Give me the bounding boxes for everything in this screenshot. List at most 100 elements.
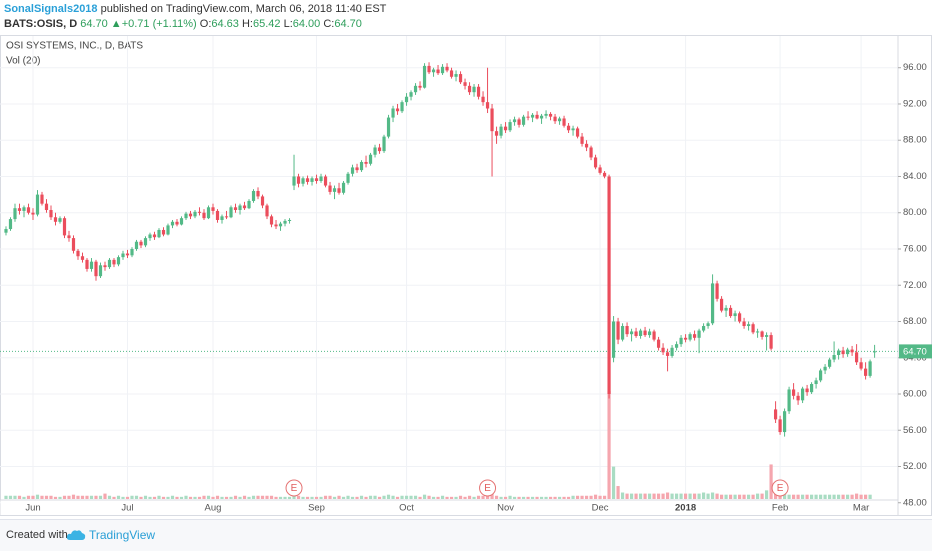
volume-bar bbox=[409, 495, 413, 499]
volume-bar bbox=[233, 495, 238, 499]
y-tick-label: 60.00 bbox=[903, 389, 927, 400]
candle-body bbox=[71, 238, 76, 251]
volume-bar bbox=[422, 494, 427, 499]
candle-body bbox=[809, 384, 814, 393]
candle-body bbox=[148, 234, 152, 239]
candle-body bbox=[571, 128, 575, 131]
candle-body bbox=[548, 113, 553, 117]
volume-bar bbox=[692, 493, 697, 499]
volume-bar bbox=[179, 496, 184, 499]
volume-bar bbox=[571, 495, 575, 499]
candle-body bbox=[49, 210, 53, 218]
candle-body bbox=[139, 241, 143, 246]
volume-bar bbox=[827, 494, 832, 499]
candle-body bbox=[166, 225, 170, 235]
price-tag-label: 64.70 bbox=[903, 346, 927, 357]
chart: OSI SYSTEMS, INC., D, BATS Vol (20) E E E J… bbox=[0, 35, 932, 516]
candle-body bbox=[508, 122, 512, 131]
volume-bar bbox=[116, 495, 121, 499]
candle-body bbox=[332, 188, 337, 192]
candle-body bbox=[476, 86, 481, 97]
candle-body bbox=[287, 219, 292, 221]
candle-body bbox=[755, 331, 760, 333]
volume-bar bbox=[454, 496, 458, 499]
volume-bar bbox=[476, 495, 481, 499]
volume-bar bbox=[611, 466, 616, 499]
candle-body bbox=[418, 85, 422, 88]
volume-bar bbox=[278, 496, 283, 499]
volume-bar bbox=[490, 493, 494, 499]
volume-bar bbox=[674, 493, 679, 499]
author[interactable]: SonalSignals2018 bbox=[4, 3, 98, 15]
volume-bar bbox=[328, 495, 332, 499]
candle-body bbox=[458, 74, 463, 83]
candle-body bbox=[395, 108, 400, 112]
volume-bar bbox=[359, 495, 364, 499]
volume-bar bbox=[17, 495, 22, 499]
volume-bar bbox=[467, 495, 472, 499]
candle-body bbox=[305, 178, 310, 182]
candle-body bbox=[202, 212, 206, 219]
candle-body bbox=[746, 324, 751, 327]
y-tick-label: 76.00 bbox=[903, 243, 927, 254]
volume-bar bbox=[256, 495, 260, 499]
candle-body bbox=[715, 283, 719, 299]
candle-body bbox=[638, 330, 643, 336]
volume-bar bbox=[607, 391, 611, 499]
candle-body bbox=[728, 307, 733, 317]
volume-bar bbox=[553, 496, 557, 499]
x-tick-label: Dec bbox=[592, 503, 609, 514]
volume-bar bbox=[413, 495, 418, 499]
volume-bar bbox=[445, 496, 449, 499]
candle-body bbox=[431, 69, 436, 73]
candle-body bbox=[625, 326, 629, 335]
y-tick-label: 56.00 bbox=[903, 425, 927, 436]
candle-body bbox=[175, 221, 179, 225]
volume-bar bbox=[710, 492, 715, 499]
logo bbox=[66, 530, 86, 540]
volume-bar bbox=[310, 496, 314, 499]
candle-body bbox=[337, 188, 341, 193]
candle-body bbox=[283, 220, 287, 224]
close: 64.70 bbox=[334, 18, 362, 30]
volume-bar bbox=[364, 496, 368, 499]
volume-bar bbox=[341, 496, 346, 499]
candle-body bbox=[674, 344, 679, 348]
y-tick-label: 52.00 bbox=[903, 461, 927, 472]
candle-body bbox=[170, 221, 175, 226]
volume-bar bbox=[782, 493, 787, 499]
candle-body bbox=[341, 182, 346, 193]
volume-bar bbox=[85, 495, 89, 499]
candle-body bbox=[778, 419, 782, 433]
candle-body bbox=[251, 190, 256, 201]
volume-bar bbox=[391, 495, 395, 499]
volume-bar bbox=[332, 496, 337, 499]
volume-bar bbox=[188, 496, 193, 499]
volume-bar bbox=[548, 496, 553, 499]
volume-bar bbox=[251, 495, 256, 499]
candle-body bbox=[143, 238, 148, 246]
volume-bar bbox=[701, 492, 706, 499]
x-tick-label: Nov bbox=[497, 503, 514, 514]
candle-body bbox=[215, 210, 220, 220]
candle-body bbox=[544, 113, 548, 116]
candle-body bbox=[229, 207, 233, 218]
brand[interactable]: TradingView bbox=[89, 528, 156, 542]
volume-bar bbox=[211, 496, 215, 499]
volume-bar bbox=[337, 495, 341, 499]
event-marker bbox=[285, 479, 303, 497]
candle-body bbox=[710, 283, 715, 324]
volume-bar bbox=[764, 490, 769, 499]
volume-bar bbox=[868, 494, 872, 499]
volume-bar bbox=[499, 496, 503, 499]
candle-body bbox=[602, 172, 607, 177]
volume-bar bbox=[31, 495, 35, 499]
candle-body bbox=[701, 326, 706, 331]
volume-bar bbox=[382, 495, 386, 499]
candle-body bbox=[94, 261, 98, 277]
candle-body bbox=[535, 114, 539, 119]
candle-body bbox=[319, 176, 323, 182]
volume-bar bbox=[175, 496, 179, 499]
high-label: H: bbox=[241, 18, 253, 30]
volume-bar bbox=[292, 494, 296, 499]
